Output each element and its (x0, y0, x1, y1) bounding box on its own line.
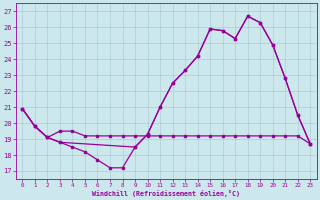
X-axis label: Windchill (Refroidissement éolien,°C): Windchill (Refroidissement éolien,°C) (92, 190, 240, 197)
